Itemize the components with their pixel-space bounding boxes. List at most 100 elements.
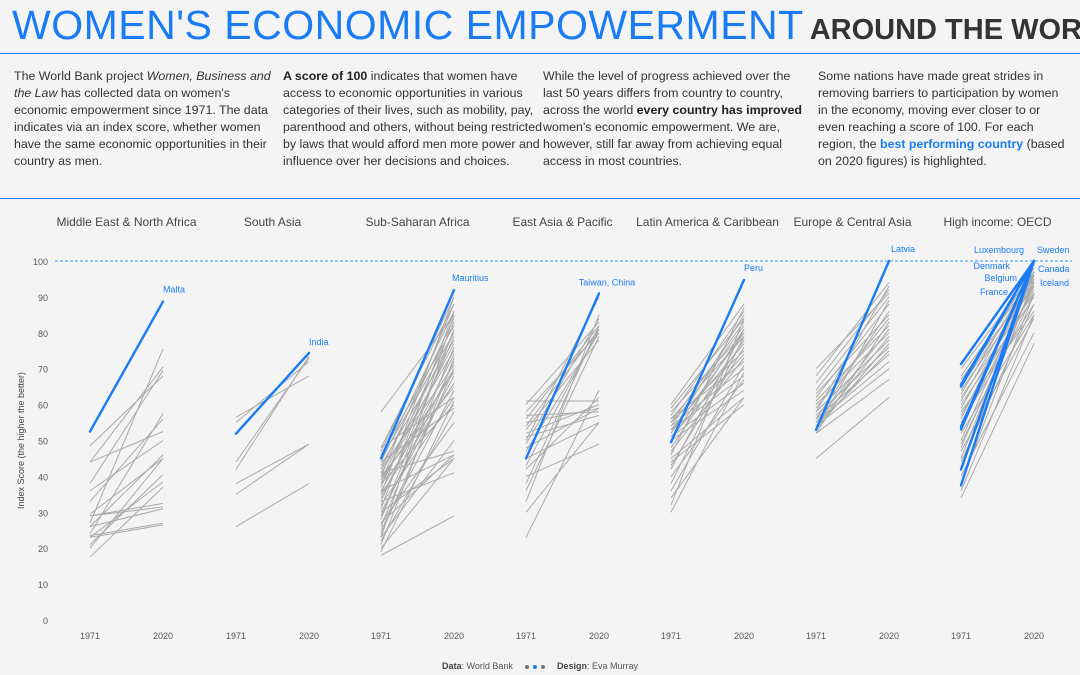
- country-line: [670, 389, 745, 441]
- emphasis-text: every country has improved: [636, 103, 802, 117]
- country-line: [380, 361, 455, 517]
- country-line: [380, 357, 455, 545]
- country-line: [525, 321, 600, 405]
- y-tick-label: 80: [38, 329, 48, 339]
- highlight-country-line: [959, 259, 1036, 487]
- country-line: [89, 348, 164, 524]
- country-label: Canada: [1038, 264, 1070, 274]
- country-line: [89, 431, 164, 463]
- country-line: [525, 318, 600, 445]
- data-source: World Bank: [466, 661, 513, 671]
- country-line: [815, 314, 890, 395]
- country-line: [960, 318, 1035, 452]
- country-line: [525, 336, 600, 491]
- country-label: Taiwan, China: [579, 277, 636, 287]
- country-line: [815, 285, 890, 413]
- data-label: Data: [442, 661, 462, 671]
- country-line: [525, 314, 600, 502]
- body-text: The World Bank project: [14, 69, 147, 83]
- intro-column-3: While the level of progress achieved ove…: [543, 68, 805, 170]
- country-line: [380, 472, 455, 502]
- intro-column-2: A score of 100 indicates that women have…: [283, 68, 545, 170]
- x-tick-label: 1971: [806, 631, 826, 641]
- country-line: [89, 375, 164, 447]
- country-line: [670, 328, 745, 470]
- country-line: [380, 407, 455, 463]
- country-label: Denmark: [973, 261, 1010, 271]
- country-line: [670, 397, 745, 499]
- country-line: [670, 325, 745, 427]
- y-tick-label: 20: [38, 544, 48, 554]
- body-text: Some nations have made great strides in …: [818, 69, 1059, 151]
- x-tick-label: 2020: [444, 631, 464, 641]
- footer: Data: World Bank Design: Eva Murray: [442, 661, 638, 671]
- x-tick-label: 1971: [226, 631, 246, 641]
- country-line: [670, 375, 745, 431]
- title-main: WOMEN'S ECONOMIC EMPOWERMENT: [12, 2, 804, 48]
- country-line: [235, 483, 310, 528]
- country-line: [815, 318, 890, 409]
- country-label: Latvia: [891, 244, 915, 254]
- x-tick-label: 2020: [153, 631, 173, 641]
- body-text: While the level of progress achieved ove…: [543, 69, 791, 117]
- intro-divider: [0, 198, 1080, 199]
- highlight-country-line: [669, 278, 746, 444]
- highlight-country-line: [88, 300, 165, 433]
- highlight-country-line: [959, 259, 1036, 388]
- country-line: [89, 508, 164, 528]
- x-tick-label: 1971: [951, 631, 971, 641]
- country-line: [815, 321, 890, 434]
- country-line: [815, 368, 890, 427]
- highlight-country-line: [814, 259, 891, 431]
- x-tick-label: 1971: [80, 631, 100, 641]
- body-text: indicates that women have access to econ…: [283, 69, 542, 168]
- country-label: France: [980, 287, 1008, 297]
- country-line: [89, 458, 164, 549]
- country-label: Mauritius: [452, 273, 489, 283]
- country-line: [380, 458, 455, 549]
- country-line: [670, 328, 745, 441]
- intro-column-4: Some nations have made great strides in …: [818, 68, 1068, 170]
- highlight-country-line: [959, 259, 1036, 366]
- x-tick-label: 1971: [661, 631, 681, 641]
- country-line: [815, 350, 890, 427]
- country-line: [670, 354, 745, 438]
- emphasis-text: A score of 100: [283, 69, 368, 83]
- x-tick-label: 2020: [299, 631, 319, 641]
- highlight-country-line: [524, 292, 601, 460]
- body-text: women's economic empowerment. We are, ho…: [543, 120, 782, 168]
- design-label: Design: [556, 661, 587, 671]
- country-line: [815, 289, 890, 384]
- highlight-text: best performing country: [880, 137, 1024, 151]
- country-line: [525, 390, 600, 538]
- country-line: [815, 303, 890, 398]
- country-line: [960, 314, 1035, 491]
- country-line: [380, 303, 455, 477]
- country-line: [380, 311, 455, 463]
- country-label: Belgium: [984, 273, 1017, 283]
- country-line: [89, 413, 164, 535]
- region-header: Sub-Saharan Africa: [365, 215, 470, 229]
- x-tick-label: 1971: [371, 631, 391, 641]
- country-line: [380, 332, 455, 481]
- country-line: [815, 336, 890, 427]
- country-line: [235, 355, 310, 470]
- country-line: [525, 422, 600, 513]
- region-header: East Asia & Pacific: [512, 215, 613, 229]
- country-line: [815, 300, 890, 430]
- region-header: Middle East & North Africa: [56, 215, 197, 229]
- country-line: [525, 325, 600, 484]
- slope-chart: 0 10 20 30 40 50 60 70 80 90 100 Index Score (the h…: [16, 244, 1072, 641]
- country-label: Peru: [744, 263, 763, 273]
- region-header: High income: OECD: [943, 215, 1052, 229]
- country-line: [380, 336, 455, 502]
- dot-icon: [532, 664, 537, 669]
- y-axis-label: Index Score (the higher the better): [16, 372, 26, 509]
- country-line: [380, 397, 455, 449]
- country-line: [89, 440, 164, 492]
- country-line: [815, 397, 890, 459]
- country-line: [670, 307, 745, 456]
- country-line: [525, 407, 600, 424]
- region-header: Latin America & Caribbean: [636, 215, 779, 229]
- country-line: [960, 293, 1035, 484]
